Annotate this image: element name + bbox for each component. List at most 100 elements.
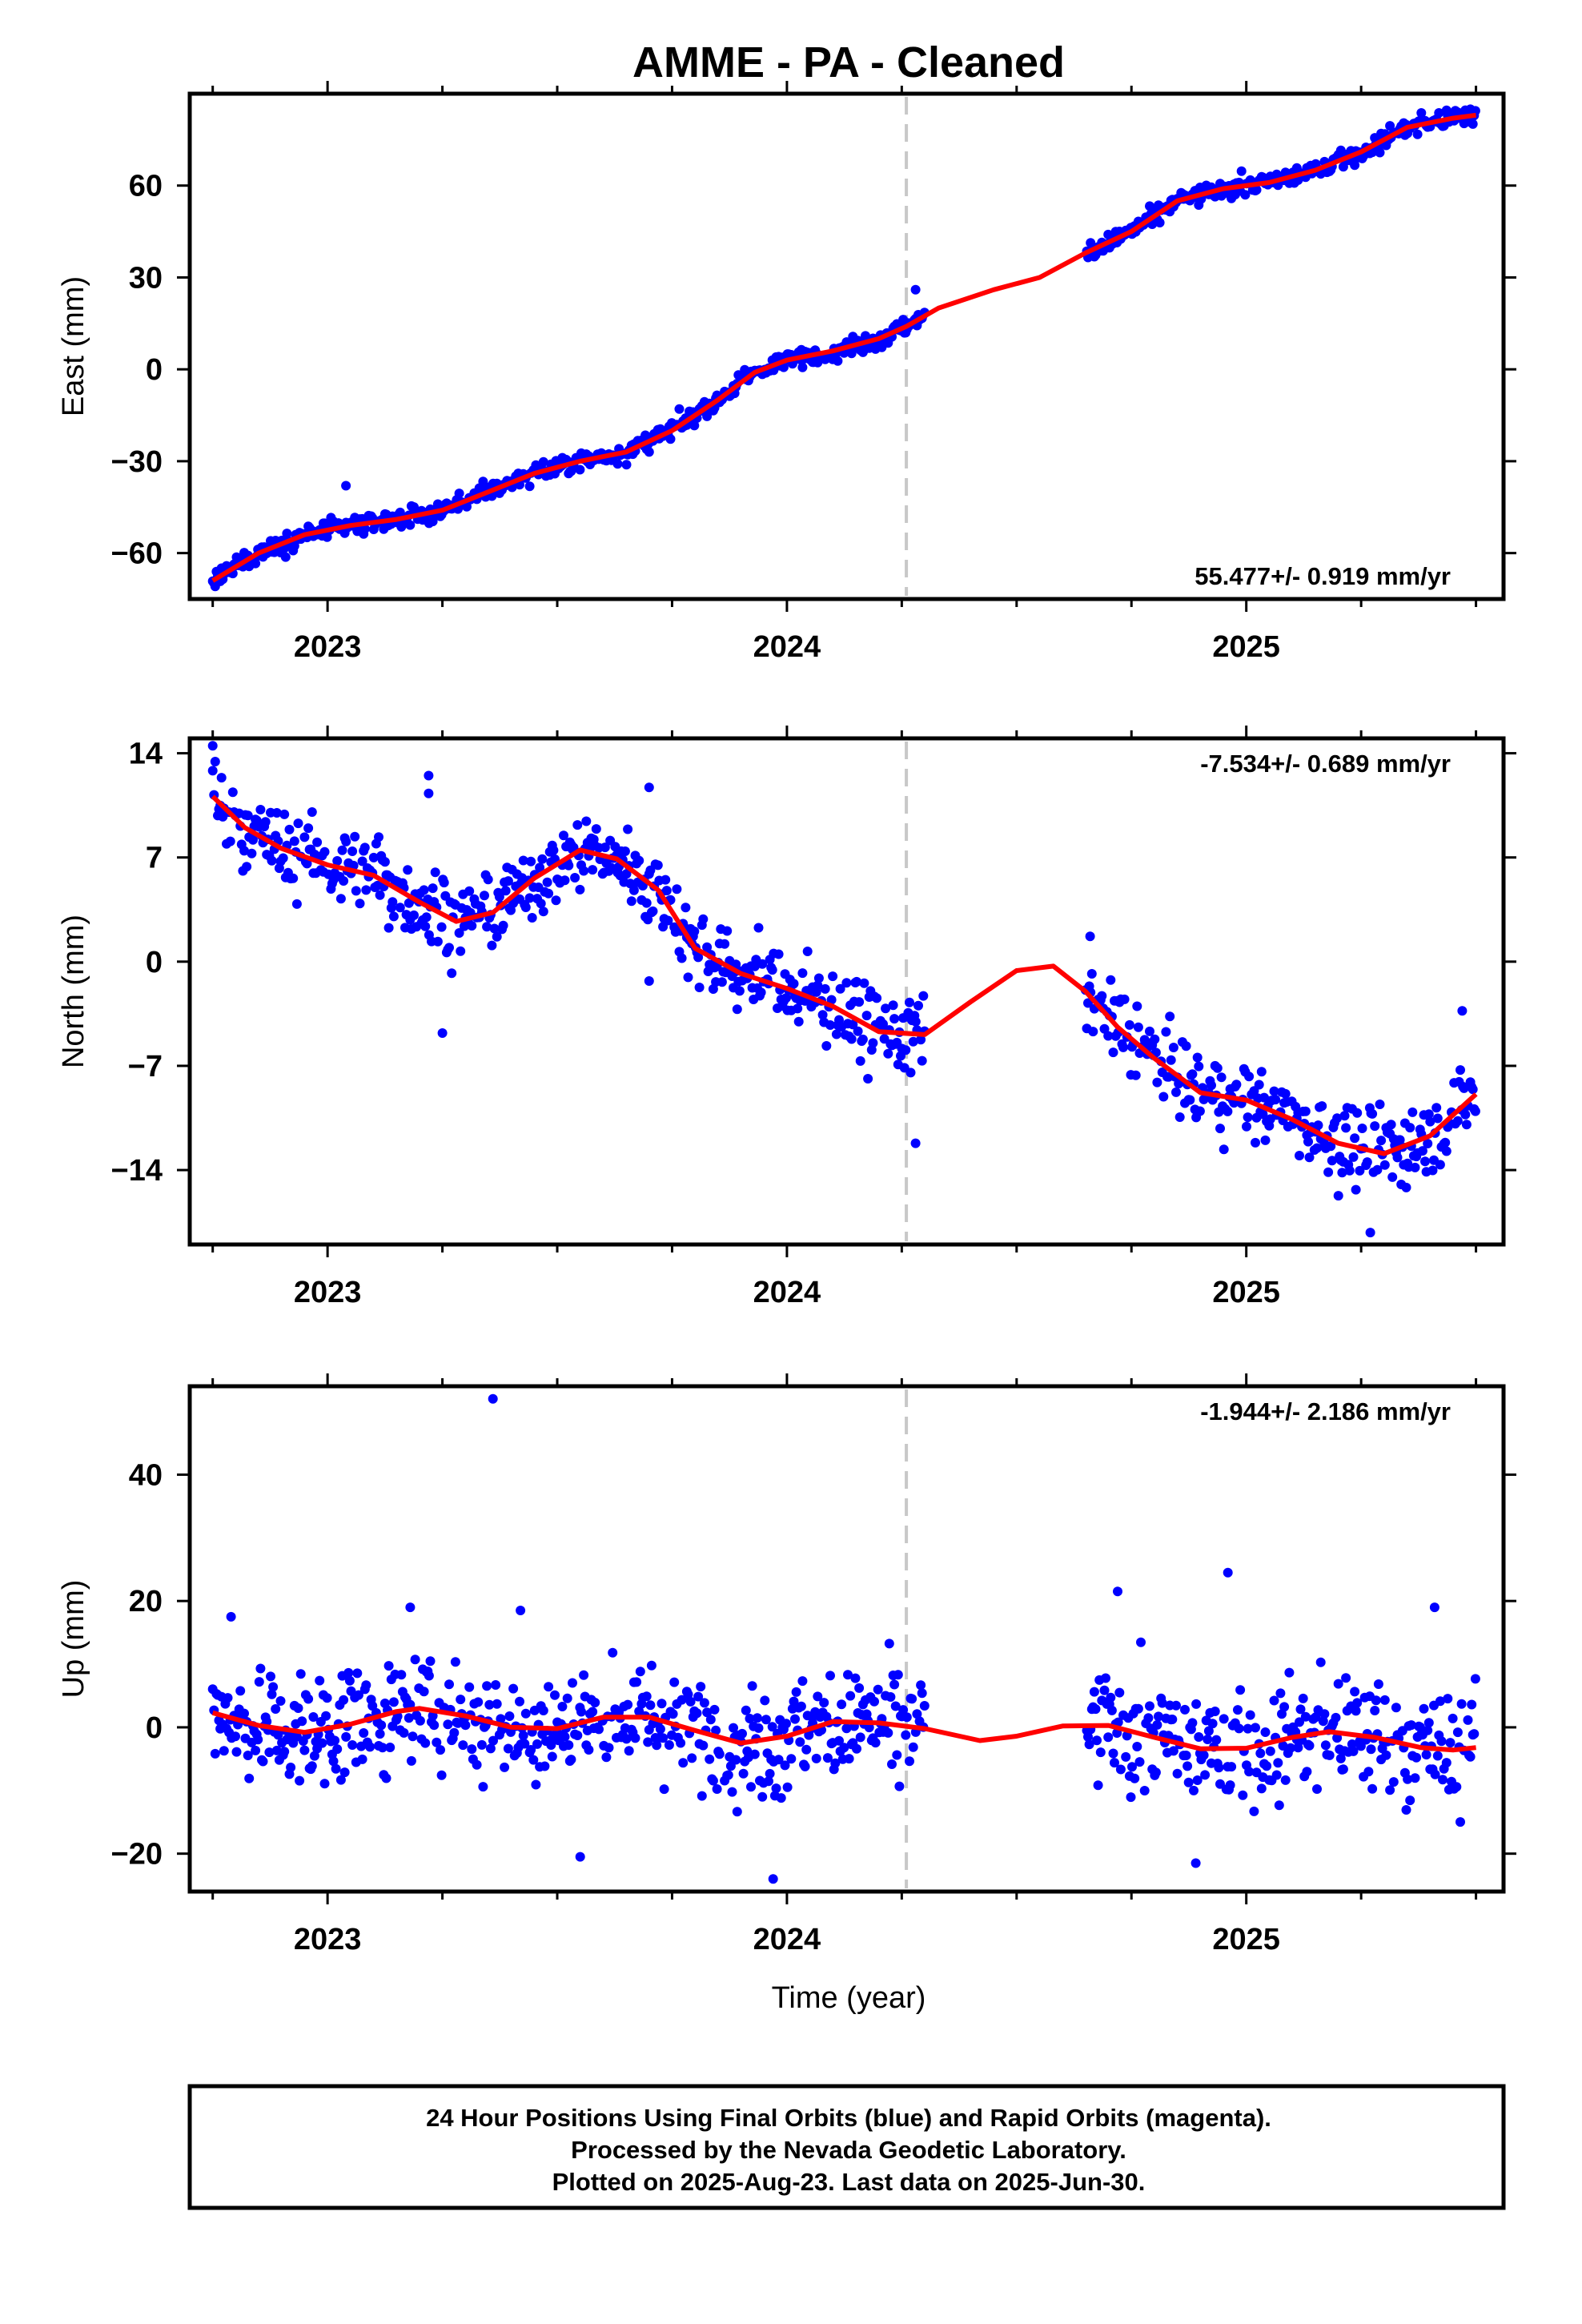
up-data-point: [873, 1684, 883, 1695]
north-data-point: [271, 808, 282, 818]
up-data-point: [1441, 1758, 1452, 1768]
north-data-point: [1219, 1144, 1229, 1155]
up-data-point: [729, 1723, 738, 1733]
north-data-point: [1130, 1070, 1141, 1080]
north-data-point: [1271, 1095, 1281, 1105]
north-data-point: [757, 959, 768, 969]
east-data-point: [538, 456, 548, 467]
up-data-point: [464, 1682, 475, 1692]
up-data-point: [790, 1714, 800, 1724]
north-data-point: [482, 922, 492, 932]
up-y-tick-label: 20: [129, 1585, 163, 1618]
up-data-point: [1110, 1758, 1119, 1768]
north-outlier-point: [1457, 1006, 1468, 1016]
up-data-point: [1199, 1750, 1209, 1760]
up-data-point: [764, 1776, 773, 1787]
up-data-point: [1143, 1713, 1154, 1723]
up-outlier-point: [226, 1611, 236, 1622]
north-data-point: [1133, 1022, 1143, 1032]
up-data-point: [520, 1708, 531, 1719]
up-data-point: [1280, 1775, 1291, 1785]
north-data-point: [247, 848, 257, 858]
north-data-point: [542, 877, 552, 887]
up-data-point: [1370, 1706, 1380, 1715]
up-data-point: [579, 1670, 589, 1680]
up-data-point: [1168, 1746, 1178, 1756]
north-data-point: [1194, 1061, 1204, 1072]
north-data-point: [359, 842, 370, 853]
up-data-point: [608, 1647, 618, 1658]
north-data-point: [883, 1048, 893, 1059]
up-data-point: [473, 1697, 484, 1707]
north-rate-label: -7.534+/- 0.689 mm/yr: [1200, 750, 1451, 778]
north-data-point: [1280, 1088, 1291, 1099]
north-data-point: [722, 926, 733, 936]
up-data-point: [761, 1715, 771, 1725]
north-data-point: [520, 903, 531, 912]
north-data-point: [848, 1019, 858, 1030]
up-data-point: [800, 1761, 810, 1771]
north-data-point: [467, 921, 477, 931]
up-data-point: [1134, 1757, 1145, 1767]
up-data-point: [685, 1696, 696, 1707]
north-data-point: [661, 886, 672, 896]
north-data-point: [312, 837, 323, 847]
north-data-point: [663, 915, 673, 926]
up-data-point: [1403, 1774, 1413, 1784]
up-data-point: [1284, 1667, 1295, 1678]
up-data-point: [1145, 1701, 1154, 1711]
north-data-point: [489, 923, 500, 934]
north-y-tick-label: 7: [146, 842, 163, 875]
up-data-point: [797, 1676, 808, 1687]
north-data-point: [813, 980, 823, 991]
north-data-point: [1215, 1124, 1225, 1134]
north-data-point: [361, 885, 371, 895]
up-data-point: [1203, 1735, 1213, 1744]
north-data-point: [1103, 1031, 1114, 1041]
north-data-point: [544, 888, 554, 899]
up-data-point: [683, 1689, 693, 1699]
up-data-point: [892, 1750, 902, 1760]
up-outlier-point: [575, 1852, 585, 1862]
up-data-point: [1293, 1743, 1303, 1753]
up-data-point: [845, 1691, 856, 1701]
up-data-point: [646, 1660, 656, 1671]
north-data-point: [853, 1026, 863, 1036]
north-data-point: [1088, 1027, 1098, 1037]
up-points: [207, 1393, 1480, 1884]
up-data-point: [432, 1737, 442, 1747]
up-data-point: [295, 1669, 306, 1679]
up-data-point: [1275, 1688, 1286, 1699]
east-y-axis-label: East (mm): [57, 276, 90, 416]
north-data-point: [1097, 991, 1107, 1001]
north-data-point: [1158, 1092, 1169, 1102]
north-data-point: [1420, 1156, 1430, 1167]
up-outlier-point: [516, 1606, 526, 1615]
up-data-point: [830, 1758, 841, 1768]
north-data-point: [1195, 1106, 1205, 1116]
north-data-point: [480, 891, 489, 901]
north-y-tick-label: 14: [129, 738, 163, 771]
up-data-point: [1211, 1735, 1222, 1745]
north-data-point: [527, 913, 537, 923]
up-data-point: [890, 1701, 901, 1711]
east-x-tick-label: 2024: [753, 630, 821, 664]
north-data-point: [1304, 1152, 1315, 1163]
up-data-point: [564, 1740, 574, 1751]
up-data-point: [919, 1701, 930, 1711]
up-data-point: [643, 1737, 653, 1747]
up-data-point: [1106, 1705, 1117, 1715]
up-data-point: [425, 1656, 436, 1667]
up-data-point: [780, 1760, 790, 1771]
east-data-point: [280, 552, 291, 562]
up-data-point: [279, 1747, 290, 1757]
up-x-tick-label: 2025: [1212, 1923, 1280, 1956]
up-data-point: [1234, 1723, 1244, 1734]
up-data-point: [1463, 1715, 1473, 1725]
north-data-point: [1387, 1172, 1398, 1182]
north-data-point: [395, 903, 405, 913]
north-data-point: [802, 947, 813, 956]
up-data-point: [1443, 1694, 1453, 1704]
up-data-point: [905, 1756, 914, 1767]
up-data-point: [1348, 1746, 1359, 1756]
